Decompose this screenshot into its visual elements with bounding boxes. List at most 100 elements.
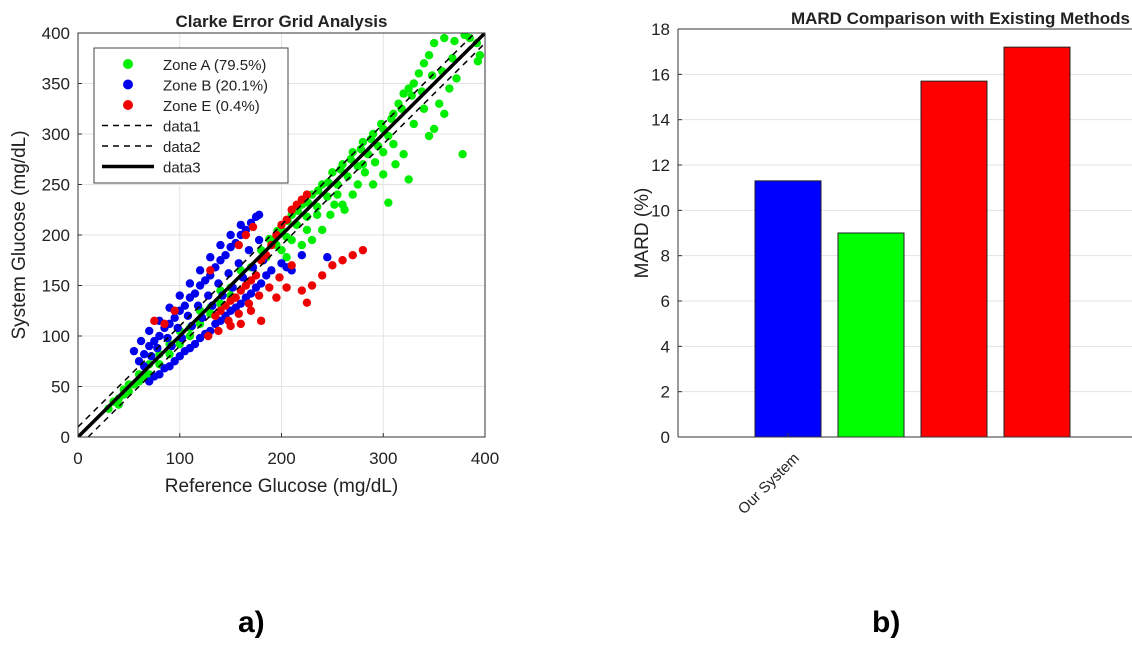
y-tick-label: 400: [42, 24, 70, 43]
line-data2: [87, 42, 485, 437]
scatter-point-zone-a: [429, 124, 439, 134]
scatter-point-zone-e: [318, 271, 327, 280]
y-tick-label: 14: [651, 111, 670, 130]
legend-marker: [123, 100, 133, 110]
scatter-point-zone-a: [302, 225, 312, 235]
scatter-point-zone-e: [234, 309, 243, 318]
x-tick-label: 200: [267, 449, 295, 468]
scatter-point-zone-b: [297, 251, 307, 260]
scatter-point-zone-a: [424, 131, 434, 141]
scatter-point-zone-e: [287, 261, 296, 270]
scatter-point-zone-a: [336, 165, 345, 174]
scatter-point-zone-b: [254, 210, 264, 219]
scatter-point-zone-b: [155, 331, 164, 341]
scatter-point-zone-e: [231, 293, 240, 302]
scatter-point-zone-a: [373, 141, 383, 151]
scatter-point-zone-a: [440, 109, 449, 119]
scatter-point-zone-e: [206, 266, 215, 275]
scatter-point-zone-a: [360, 168, 370, 177]
scatter-point-zone-e: [170, 306, 179, 315]
scatter-point-zone-b: [147, 352, 156, 361]
scatter-point-zone-a: [333, 190, 342, 199]
line-data1: [78, 33, 476, 428]
scatter-point-zone-a: [409, 119, 418, 129]
scatter-point-zone-e: [234, 240, 243, 250]
bar-3: [920, 80, 988, 438]
legend-entry: Zone E (0.4%): [163, 98, 260, 115]
scatter-point-zone-a: [448, 54, 457, 63]
scatter-point-zone-e: [328, 261, 337, 270]
scatter-point-zone-a: [353, 180, 363, 189]
scatter-point-zone-b: [193, 301, 203, 310]
x-tick-label: Our System: [735, 450, 803, 518]
scatter-point-zone-a: [366, 134, 376, 144]
scatter-point-zone-e: [282, 283, 291, 292]
y-tick-label: 16: [651, 65, 670, 84]
scatter-point-zone-a: [379, 170, 388, 179]
scatter-point-zone-b: [185, 279, 195, 288]
scatter-point-zone-a: [409, 79, 418, 88]
y-tick-label: 0: [61, 428, 70, 447]
scatter-point-zone-e: [307, 281, 317, 290]
scatter-point-zone-a: [384, 131, 393, 141]
scatter-point-zone-a: [435, 99, 444, 108]
scatter-point-zone-e: [348, 251, 357, 260]
scatter-point-zone-e: [150, 316, 159, 326]
y-tick-label: 350: [42, 75, 70, 94]
scatter-point-zone-a: [389, 139, 398, 149]
scatter-point-zone-a: [404, 175, 413, 184]
legend-marker: [123, 79, 133, 90]
scatter-point-zone-a: [387, 114, 396, 124]
scatter-point-zone-a: [384, 198, 393, 207]
scatter-point-zone-b: [190, 339, 200, 349]
scatter-point-zone-b: [246, 289, 256, 298]
scatter-point-zone-b: [256, 279, 266, 288]
y-tick-label: 8: [661, 247, 670, 266]
scatter-point-zone-e: [256, 316, 266, 326]
x-tick-label: 400: [471, 449, 499, 468]
y-tick-label: 18: [651, 20, 670, 39]
scatter-point-zone-a: [302, 212, 312, 222]
scatter-point-zone-a: [348, 190, 357, 199]
scatter-point-zone-e: [338, 256, 347, 265]
scatter-point-zone-b: [221, 251, 230, 260]
scatter-point-zone-e: [302, 298, 312, 307]
scatter-point-zone-e: [236, 319, 245, 329]
bar-1: [754, 180, 822, 438]
legend-entry: Zone B (20.1%): [163, 78, 268, 95]
x-tick-label: 300: [369, 449, 397, 468]
scatter-point-zone-a: [391, 160, 400, 169]
scatter-point-zone-b: [224, 269, 233, 278]
chart-title-a: Clarke Error Grid Analysis: [176, 12, 388, 31]
y-axis-label-b: MARD (%): [632, 188, 653, 279]
scatter-point-zone-a: [397, 104, 406, 113]
scatter-point-zone-e: [160, 319, 169, 329]
scatter-point-zone-a: [287, 235, 296, 245]
chart-title-b: MARD Comparison with Existing Methods: [791, 9, 1130, 28]
scatter-point-zone-a: [313, 186, 323, 195]
scatter-point-zone-e: [297, 286, 307, 295]
scatter-point-zone-a: [370, 158, 380, 167]
scatter-point-zone-b: [226, 230, 235, 240]
scatter-point-zone-a: [473, 57, 483, 66]
scatter-point-zone-b: [236, 220, 245, 230]
scatter-point-zone-b: [267, 266, 276, 275]
y-axis-label-a: System Glucose (mg/dL): [9, 130, 30, 339]
scatter-point-zone-a: [419, 59, 429, 68]
scatter-point-zone-b: [129, 346, 139, 356]
scatter-point-zone-a: [429, 38, 439, 48]
scatter-point-zone-b: [139, 349, 149, 359]
scatter-point-zone-a: [297, 240, 307, 250]
scatter-point-zone-a: [330, 200, 339, 209]
scatter-point-zone-a: [445, 84, 454, 93]
y-tick-label: 12: [651, 156, 670, 175]
scatter-point-zone-e: [214, 326, 223, 336]
scatter-point-zone-a: [346, 155, 355, 164]
scatter-point-zone-b: [216, 240, 225, 250]
legend-entry: Zone A (79.5%): [163, 57, 266, 74]
scatter-point-zone-e: [204, 331, 213, 341]
y-tick-label: 300: [42, 125, 70, 144]
scatter-point-zone-b: [323, 253, 332, 262]
scatter-point-zone-a: [323, 192, 332, 201]
legend-entry: data2: [163, 139, 201, 156]
